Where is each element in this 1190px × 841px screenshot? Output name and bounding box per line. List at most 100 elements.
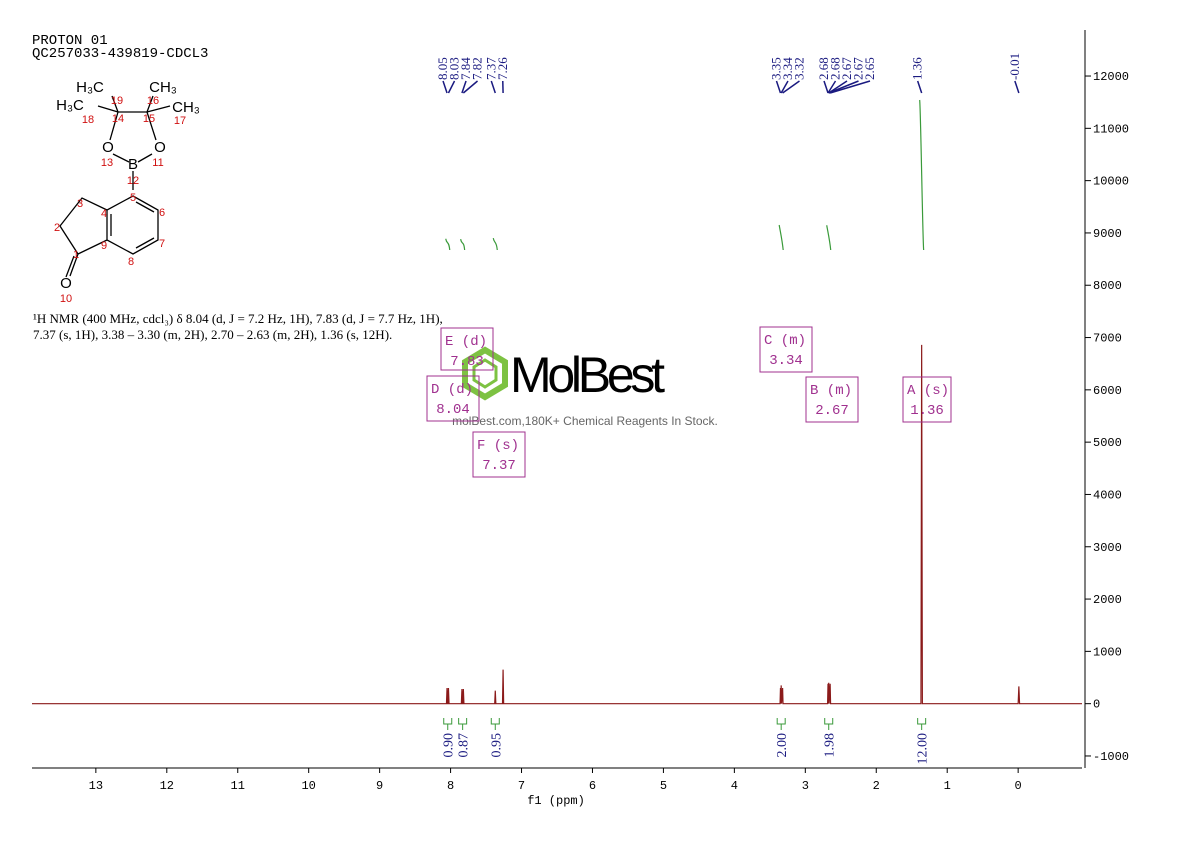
atom-label: O: [60, 275, 72, 292]
peak-label: 3.35: [768, 57, 783, 80]
atom-label: B: [128, 156, 138, 173]
x-tick-label: 5: [660, 779, 667, 793]
y-tick-label: 4000: [1093, 488, 1122, 502]
watermark-subtitle: molBest.com,180K+ Chemical Reagents In S…: [452, 414, 718, 428]
integral-curve: [492, 238, 498, 251]
x-tick-label: 7: [518, 779, 525, 793]
integral-label: 0.87: [457, 733, 472, 758]
integral-curve: [919, 99, 925, 251]
atom-number: 14: [112, 113, 124, 125]
atom-number: 9: [101, 240, 107, 252]
x-axis-label: f1 (ppm): [527, 794, 585, 808]
x-tick-label: 10: [301, 779, 315, 793]
atom-number: 1: [73, 249, 79, 261]
multiplet-label: D (d): [431, 382, 473, 398]
atom-label: CH₃: [149, 79, 177, 96]
peak-label: 3.34: [780, 57, 795, 80]
peak-label: 8.05: [435, 57, 450, 80]
multiplet-label: F (s): [477, 438, 519, 454]
integral-label: 0.90: [442, 733, 457, 758]
multiplet-shift: 3.34: [769, 353, 803, 369]
peak-label: 2.68: [816, 57, 831, 80]
peak-leader: [1014, 80, 1020, 94]
multiplet-shift: 7.83: [450, 354, 484, 370]
y-tick-label: 9000: [1093, 227, 1122, 241]
integral-bracket: [458, 718, 468, 730]
bond: [59, 195, 159, 278]
atom-number: 19: [111, 95, 123, 107]
watermark-logo: [462, 346, 508, 401]
peak-leader: [780, 80, 789, 94]
y-tick-label: 12000: [1093, 70, 1129, 84]
peak-leader: [462, 80, 479, 94]
peak-label: 2.67: [839, 57, 854, 80]
atom-number: 10: [60, 293, 72, 305]
y-tick-label: 10000: [1093, 175, 1129, 189]
atom-label: O: [102, 139, 114, 156]
atom-number: 3: [77, 198, 83, 210]
peak-label: 7.37: [483, 57, 498, 80]
y-tick-label: 3000: [1093, 541, 1122, 555]
multiplet-box: [472, 431, 526, 478]
atom-label: O: [154, 139, 166, 156]
integral-label: 1.98: [823, 733, 838, 758]
multiplet-shift: 8.04: [436, 402, 470, 418]
atom-label: H₃C: [56, 97, 84, 114]
peak-label: 7.82: [470, 57, 485, 80]
multiplet-label: C (m): [764, 333, 806, 349]
y-tick-label: 1000: [1093, 645, 1122, 659]
multiplet-shift: 1.36: [910, 403, 944, 419]
atom-number: 6: [159, 207, 165, 219]
x-tick-label: 8: [447, 779, 454, 793]
x-tick-label: 11: [231, 779, 245, 793]
peak-leader: [916, 80, 923, 94]
peak-leader: [461, 80, 467, 94]
integral-curve: [460, 239, 466, 251]
peak-label: 1.36: [910, 57, 925, 80]
integral-bracket: [917, 718, 927, 730]
peak-label: 3.32: [791, 57, 806, 80]
x-tick-label: 4: [731, 779, 738, 793]
peak-leader: [775, 80, 782, 94]
atom-number: 2: [54, 222, 60, 234]
x-tick-label: 3: [802, 779, 809, 793]
peak-leader: [782, 80, 800, 94]
atom-number: 17: [174, 115, 186, 127]
description-line: 7.37 (s, 1H), 3.38 – 3.30 (m, 2H), 2.70 …: [33, 327, 392, 342]
integral-bracket: [490, 718, 500, 730]
integral-label: 2.00: [775, 733, 790, 758]
y-tick-label: 7000: [1093, 332, 1122, 346]
peak-label: 2.68: [828, 57, 843, 80]
peak-leader: [823, 80, 829, 94]
multiplet-box: [805, 376, 859, 423]
peak-leader: [447, 80, 456, 94]
peak-label: 7.26: [495, 57, 510, 80]
watermark: MolBest: [510, 347, 665, 403]
peak-label: 2.67: [851, 57, 866, 80]
peak-leader: [828, 80, 859, 94]
multiplet-label: A (s): [907, 383, 949, 399]
peak-leader: [490, 80, 496, 94]
atom-number: 16: [147, 95, 159, 107]
multiplet-label: B (m): [810, 383, 852, 399]
atom-number: 13: [101, 157, 113, 169]
multiplet-shift: 2.67: [815, 403, 849, 419]
atom-number: 11: [152, 157, 163, 169]
x-tick-label: 13: [89, 779, 103, 793]
peak-leader: [829, 80, 871, 94]
atom-label: CH₃: [172, 99, 200, 116]
multiplet-label: E (d): [445, 334, 487, 350]
y-tick-label: 0: [1093, 698, 1100, 712]
y-tick-label: 8000: [1093, 279, 1122, 293]
multiplet-shift: 7.37: [482, 458, 516, 474]
x-tick-label: 2: [873, 779, 880, 793]
x-tick-label: 12: [160, 779, 174, 793]
x-tick-label: 6: [589, 779, 596, 793]
atom-number: 18: [82, 114, 94, 126]
x-tick-label: 1: [944, 779, 951, 793]
peak-leader: [442, 80, 448, 94]
integral-label: 12.00: [916, 733, 931, 765]
integral-curve: [826, 225, 832, 251]
subtitle: QC257033-439819-CDCL3: [32, 46, 208, 62]
